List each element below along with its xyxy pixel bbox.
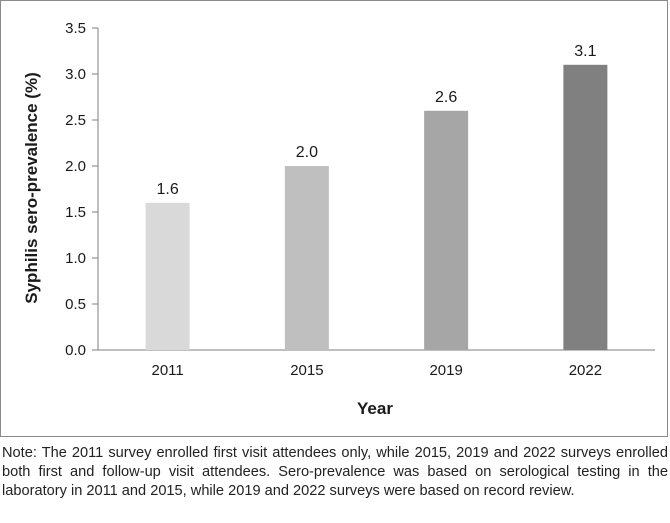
- bar-2015: [284, 166, 329, 350]
- data-labels: 1.6 2.0 2.6 3.1: [157, 43, 597, 198]
- y-tick-label: 2.0: [65, 158, 86, 175]
- bars: [145, 64, 608, 351]
- figure-note: Note: The 2011 survey enrolled first vis…: [2, 445, 668, 499]
- y-tick-label: 3.0: [65, 66, 86, 83]
- y-axis: 0.0 0.5 1.0 1.5 2.0 2.5 3.0 3.5: [65, 20, 99, 359]
- bar-2019: [424, 110, 469, 350]
- x-tick-label: 2022: [569, 362, 602, 379]
- y-tick-label: 2.5: [65, 112, 86, 129]
- y-axis-label: Syphilis sero-prevalence (%): [22, 72, 41, 303]
- x-tick-label: 2011: [151, 362, 183, 379]
- bar-2011: [145, 202, 190, 350]
- data-label: 3.1: [574, 43, 596, 60]
- y-tick-label: 1.5: [65, 204, 86, 221]
- y-tick-label: 3.5: [65, 20, 86, 37]
- x-axis: 2011 2015 2019 2022: [98, 349, 655, 379]
- x-tick-label: 2015: [290, 362, 323, 379]
- bar-chart: 0.0 0.5 1.0 1.5 2.0 2.5 3.0 3.5 2011 2015 2019 202…: [22, 20, 655, 418]
- y-tick-label: 0.0: [65, 342, 86, 359]
- x-tick-label: 2019: [429, 362, 462, 379]
- data-label: 2.0: [296, 144, 318, 161]
- data-label: 2.6: [435, 89, 457, 106]
- y-tick-label: 1.0: [65, 250, 86, 267]
- chart-frame: 0.0 0.5 1.0 1.5 2.0 2.5 3.0 3.5 2011 2015 2019 202…: [0, 0, 668, 437]
- x-axis-label: Year: [357, 399, 393, 418]
- y-tick-label: 0.5: [65, 296, 86, 313]
- bar-2022: [563, 64, 608, 351]
- data-label: 1.6: [157, 181, 179, 198]
